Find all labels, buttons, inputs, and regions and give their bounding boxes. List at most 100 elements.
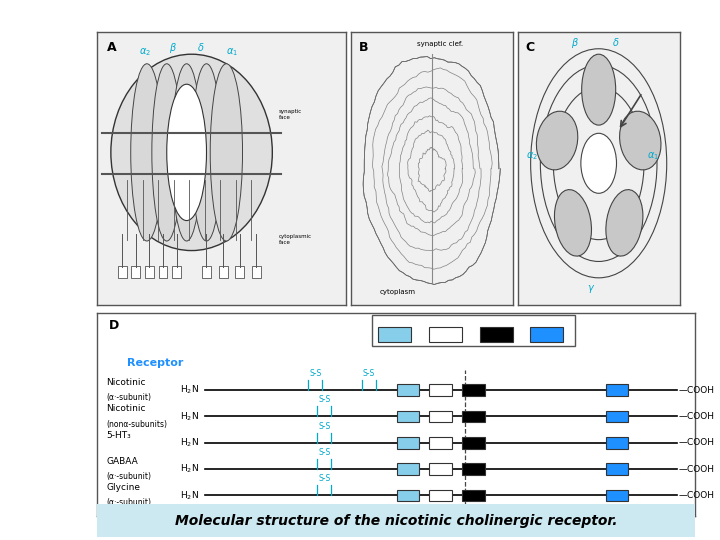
Text: B: B [359,40,368,53]
Bar [429,463,452,475]
Bar [397,384,419,396]
Text: $\delta$: $\delta$ [612,36,619,48]
Bar [252,266,261,278]
Ellipse shape [192,64,222,241]
Text: $\beta$: $\beta$ [571,36,579,50]
Text: —COOH: —COOH [679,438,715,447]
Bar [172,266,181,278]
Bar [131,266,140,278]
Text: $\alpha_2$: $\alpha_2$ [526,150,538,161]
Bar [606,463,629,475]
Circle shape [581,133,616,193]
Text: S-S: S-S [309,369,321,378]
Bar [429,437,452,449]
Bar [531,327,563,342]
Text: —COOH: —COOH [679,464,715,474]
Text: H$_2$N: H$_2$N [180,436,199,449]
Bar [606,384,629,396]
Ellipse shape [131,64,163,241]
Text: —COOH: —COOH [679,386,715,395]
Bar [462,437,485,449]
Text: D: D [109,319,120,332]
Text: S-S: S-S [363,369,375,378]
Bar [158,266,168,278]
Text: A: A [107,40,117,53]
Bar [429,490,452,501]
Text: cytoplasm: cytoplasm [380,289,416,295]
Bar [606,410,629,422]
Text: $\beta$: $\beta$ [169,40,177,55]
Bar [117,266,127,278]
Bar [378,327,411,342]
Text: $\gamma$: $\gamma$ [588,284,595,295]
Bar [462,463,485,475]
Text: M₂: M₂ [439,318,451,327]
Text: H$_2$N: H$_2$N [180,410,199,423]
Ellipse shape [620,111,661,170]
Bar [219,266,228,278]
Bar [429,384,452,396]
Text: GABAA: GABAA [106,457,138,466]
Bar [235,266,244,278]
Text: $\delta$: $\delta$ [197,40,204,52]
Text: $\alpha_1$: $\alpha_1$ [647,150,660,161]
Text: 5-HT₃: 5-HT₃ [106,431,131,440]
Ellipse shape [167,84,207,220]
Bar [378,327,411,342]
Text: H$_2$N: H$_2$N [180,463,199,475]
Text: H$_2$N: H$_2$N [180,489,199,502]
Text: M₃: M₃ [490,318,503,327]
Ellipse shape [536,111,577,170]
Text: M₄: M₄ [541,318,553,327]
Text: (α·-subunit): (α·-subunit) [106,498,151,508]
Text: synaptic
face: synaptic face [279,109,302,120]
Bar [397,384,419,396]
Bar [397,490,419,501]
Text: Nicotinic: Nicotinic [106,378,145,387]
Ellipse shape [152,64,181,241]
Bar [145,266,154,278]
Text: $\alpha_1$: $\alpha_1$ [226,46,238,58]
Ellipse shape [606,190,643,256]
Text: cytoplasmic
face: cytoplasmic face [279,234,312,245]
Bar [397,437,419,449]
Text: C: C [526,40,535,53]
Text: (nonα-subunits): (nonα-subunits) [106,420,167,429]
Bar [429,410,452,422]
Ellipse shape [111,54,272,251]
Text: S-S: S-S [318,395,330,404]
Text: Molecular structure of the nicotinic cholinergic receptor.: Molecular structure of the nicotinic cho… [175,514,617,528]
Text: S-S: S-S [318,422,330,431]
Bar [606,490,629,501]
Ellipse shape [172,64,202,241]
Text: —COOH: —COOH [679,491,715,500]
Text: (α·-subunit): (α·-subunit) [106,393,151,402]
Bar [429,327,462,342]
Bar [397,463,419,475]
Text: Receptor: Receptor [127,357,184,368]
Bar [397,490,419,501]
Bar [397,463,419,475]
Bar [397,410,419,422]
Bar [462,384,485,396]
Bar [397,410,419,422]
Bar [462,490,485,501]
Ellipse shape [554,190,591,256]
Text: Nicotinic: Nicotinic [106,404,145,414]
Bar [480,327,513,342]
Bar [397,437,419,449]
Text: synaptic clef.: synaptic clef. [417,40,463,46]
Bar [606,437,629,449]
Text: S-S: S-S [318,474,330,483]
Text: M₁: M₁ [388,318,401,327]
Bar [372,315,575,346]
Bar [202,266,211,278]
Text: H$_2$N: H$_2$N [180,384,199,396]
Text: —COOH: —COOH [679,412,715,421]
Text: $\alpha_2$: $\alpha_2$ [140,46,151,58]
Text: (α·-subunit): (α·-subunit) [106,472,151,481]
Ellipse shape [210,64,243,241]
Bar [462,410,485,422]
Text: Glycine: Glycine [106,483,140,492]
Text: S-S: S-S [318,448,330,457]
